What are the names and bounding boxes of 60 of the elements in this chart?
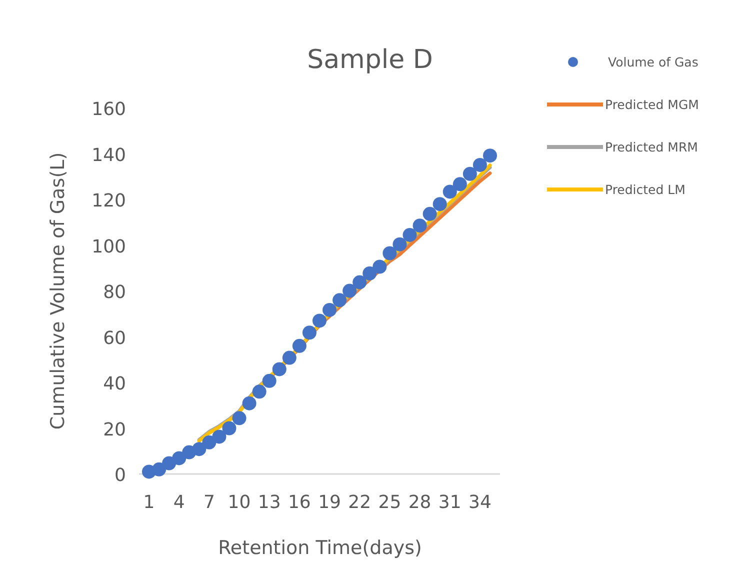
x-tick-label: 34 <box>468 492 492 513</box>
point <box>302 326 316 340</box>
x-tick-label: 4 <box>173 492 185 513</box>
point <box>402 228 417 242</box>
point <box>212 430 226 444</box>
point <box>412 218 427 233</box>
x-tick-label: 13 <box>258 492 281 513</box>
point <box>332 293 347 308</box>
chart-title: Sample D <box>307 45 433 75</box>
point <box>242 396 256 410</box>
y-axis-title: Cumulative Volume of Gas(L) <box>47 152 69 430</box>
point <box>452 177 467 192</box>
x-tick-label: 10 <box>228 492 251 513</box>
point <box>342 284 357 298</box>
point <box>272 362 286 376</box>
y-tick-label: 160 <box>92 99 126 120</box>
legend-label: Predicted MRM <box>605 140 698 154</box>
point <box>322 302 337 317</box>
point <box>152 462 166 476</box>
point <box>202 435 216 450</box>
x-tick-label: 7 <box>203 492 215 513</box>
point <box>372 260 387 274</box>
x-tick-label: 31 <box>438 492 462 513</box>
point <box>472 158 487 172</box>
point <box>222 421 236 436</box>
x-axis-title: Retention Time(days) <box>218 537 422 559</box>
point <box>362 266 377 280</box>
x-tick-label: 28 <box>408 492 432 513</box>
point <box>352 275 367 290</box>
point <box>252 384 266 399</box>
y-tick-label: 120 <box>92 190 126 212</box>
legend-label: Predicted MGM <box>605 97 699 112</box>
legend-label: Predicted LM <box>605 182 686 197</box>
point <box>422 206 437 221</box>
point <box>462 166 477 181</box>
y-tick-label: 0 <box>114 465 126 486</box>
y-tick-label: 20 <box>103 419 126 440</box>
point <box>432 197 447 212</box>
point <box>262 374 276 388</box>
point <box>282 350 296 365</box>
x-tick-label: 19 <box>318 492 341 513</box>
legend-label: Volume of Gas <box>608 54 698 70</box>
x-tick-label: 25 <box>378 492 402 513</box>
y-tick-label: 140 <box>92 144 126 166</box>
y-tick-label: 80 <box>103 282 126 303</box>
point <box>312 314 326 328</box>
y-tick-label: 40 <box>103 374 126 394</box>
point <box>392 237 407 252</box>
point <box>172 451 186 466</box>
x-tick-label: 22 <box>348 492 372 513</box>
y-tick-label: 60 <box>103 328 126 349</box>
y-tick-label: 100 <box>92 236 126 258</box>
point <box>442 184 457 199</box>
x-tick-label: 16 <box>288 492 311 513</box>
point <box>192 442 206 456</box>
point <box>382 246 397 260</box>
point <box>232 411 246 426</box>
x-tick-label: 1 <box>143 492 155 513</box>
point <box>292 338 306 353</box>
point <box>483 148 497 163</box>
